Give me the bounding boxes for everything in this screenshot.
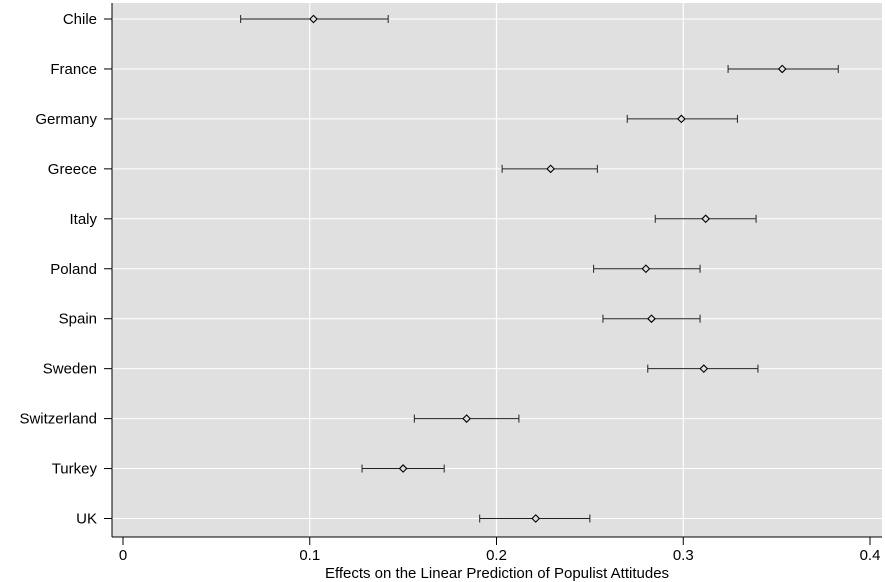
point-estimate-marker — [699, 364, 709, 374]
point-estimate-marker — [701, 214, 711, 224]
point-estimate-marker — [309, 14, 318, 24]
point-estimate-marker — [398, 464, 408, 473]
point-estimate-marker — [531, 514, 541, 523]
y-tick-label: France — [50, 61, 97, 78]
point-estimate-marker — [777, 64, 787, 74]
y-axis: Chile France Germany Greece Italy Poland Spain… — [19, 3, 113, 537]
x-tick-label: 0 — [119, 547, 127, 564]
x-tick-label: 0.2 — [486, 547, 507, 564]
y-tick-label: Germany — [35, 111, 97, 128]
x-axis: 0 0.1 0.2 0.3 0.4 — [112, 536, 882, 564]
x-tick-label: 0.1 — [299, 547, 320, 564]
x-axis-title: Effects on the Linear Prediction of Popu… — [325, 565, 669, 582]
x-tick-label: 0.4 — [860, 547, 881, 564]
y-tick-label: Italy — [69, 211, 97, 228]
point-estimate-marker — [462, 414, 471, 423]
y-tick-label: Chile — [63, 11, 97, 28]
x-tick-label: 0.3 — [673, 547, 694, 564]
y-tick-label: Switzerland — [19, 411, 97, 428]
y-tick-label: Greece — [48, 161, 97, 178]
y-tick-label: Spain — [59, 311, 97, 328]
y-tick-label: Sweden — [43, 361, 97, 378]
y-tick-label: Poland — [50, 261, 97, 278]
data-marks — [240, 14, 839, 523]
point-estimate-marker — [677, 114, 686, 124]
point-estimate-marker — [647, 314, 656, 324]
y-tick-label: UK — [76, 511, 97, 528]
y-tick-label: Turkey — [52, 461, 98, 478]
point-estimate-marker — [641, 264, 651, 274]
point-estimate-marker — [546, 164, 556, 174]
